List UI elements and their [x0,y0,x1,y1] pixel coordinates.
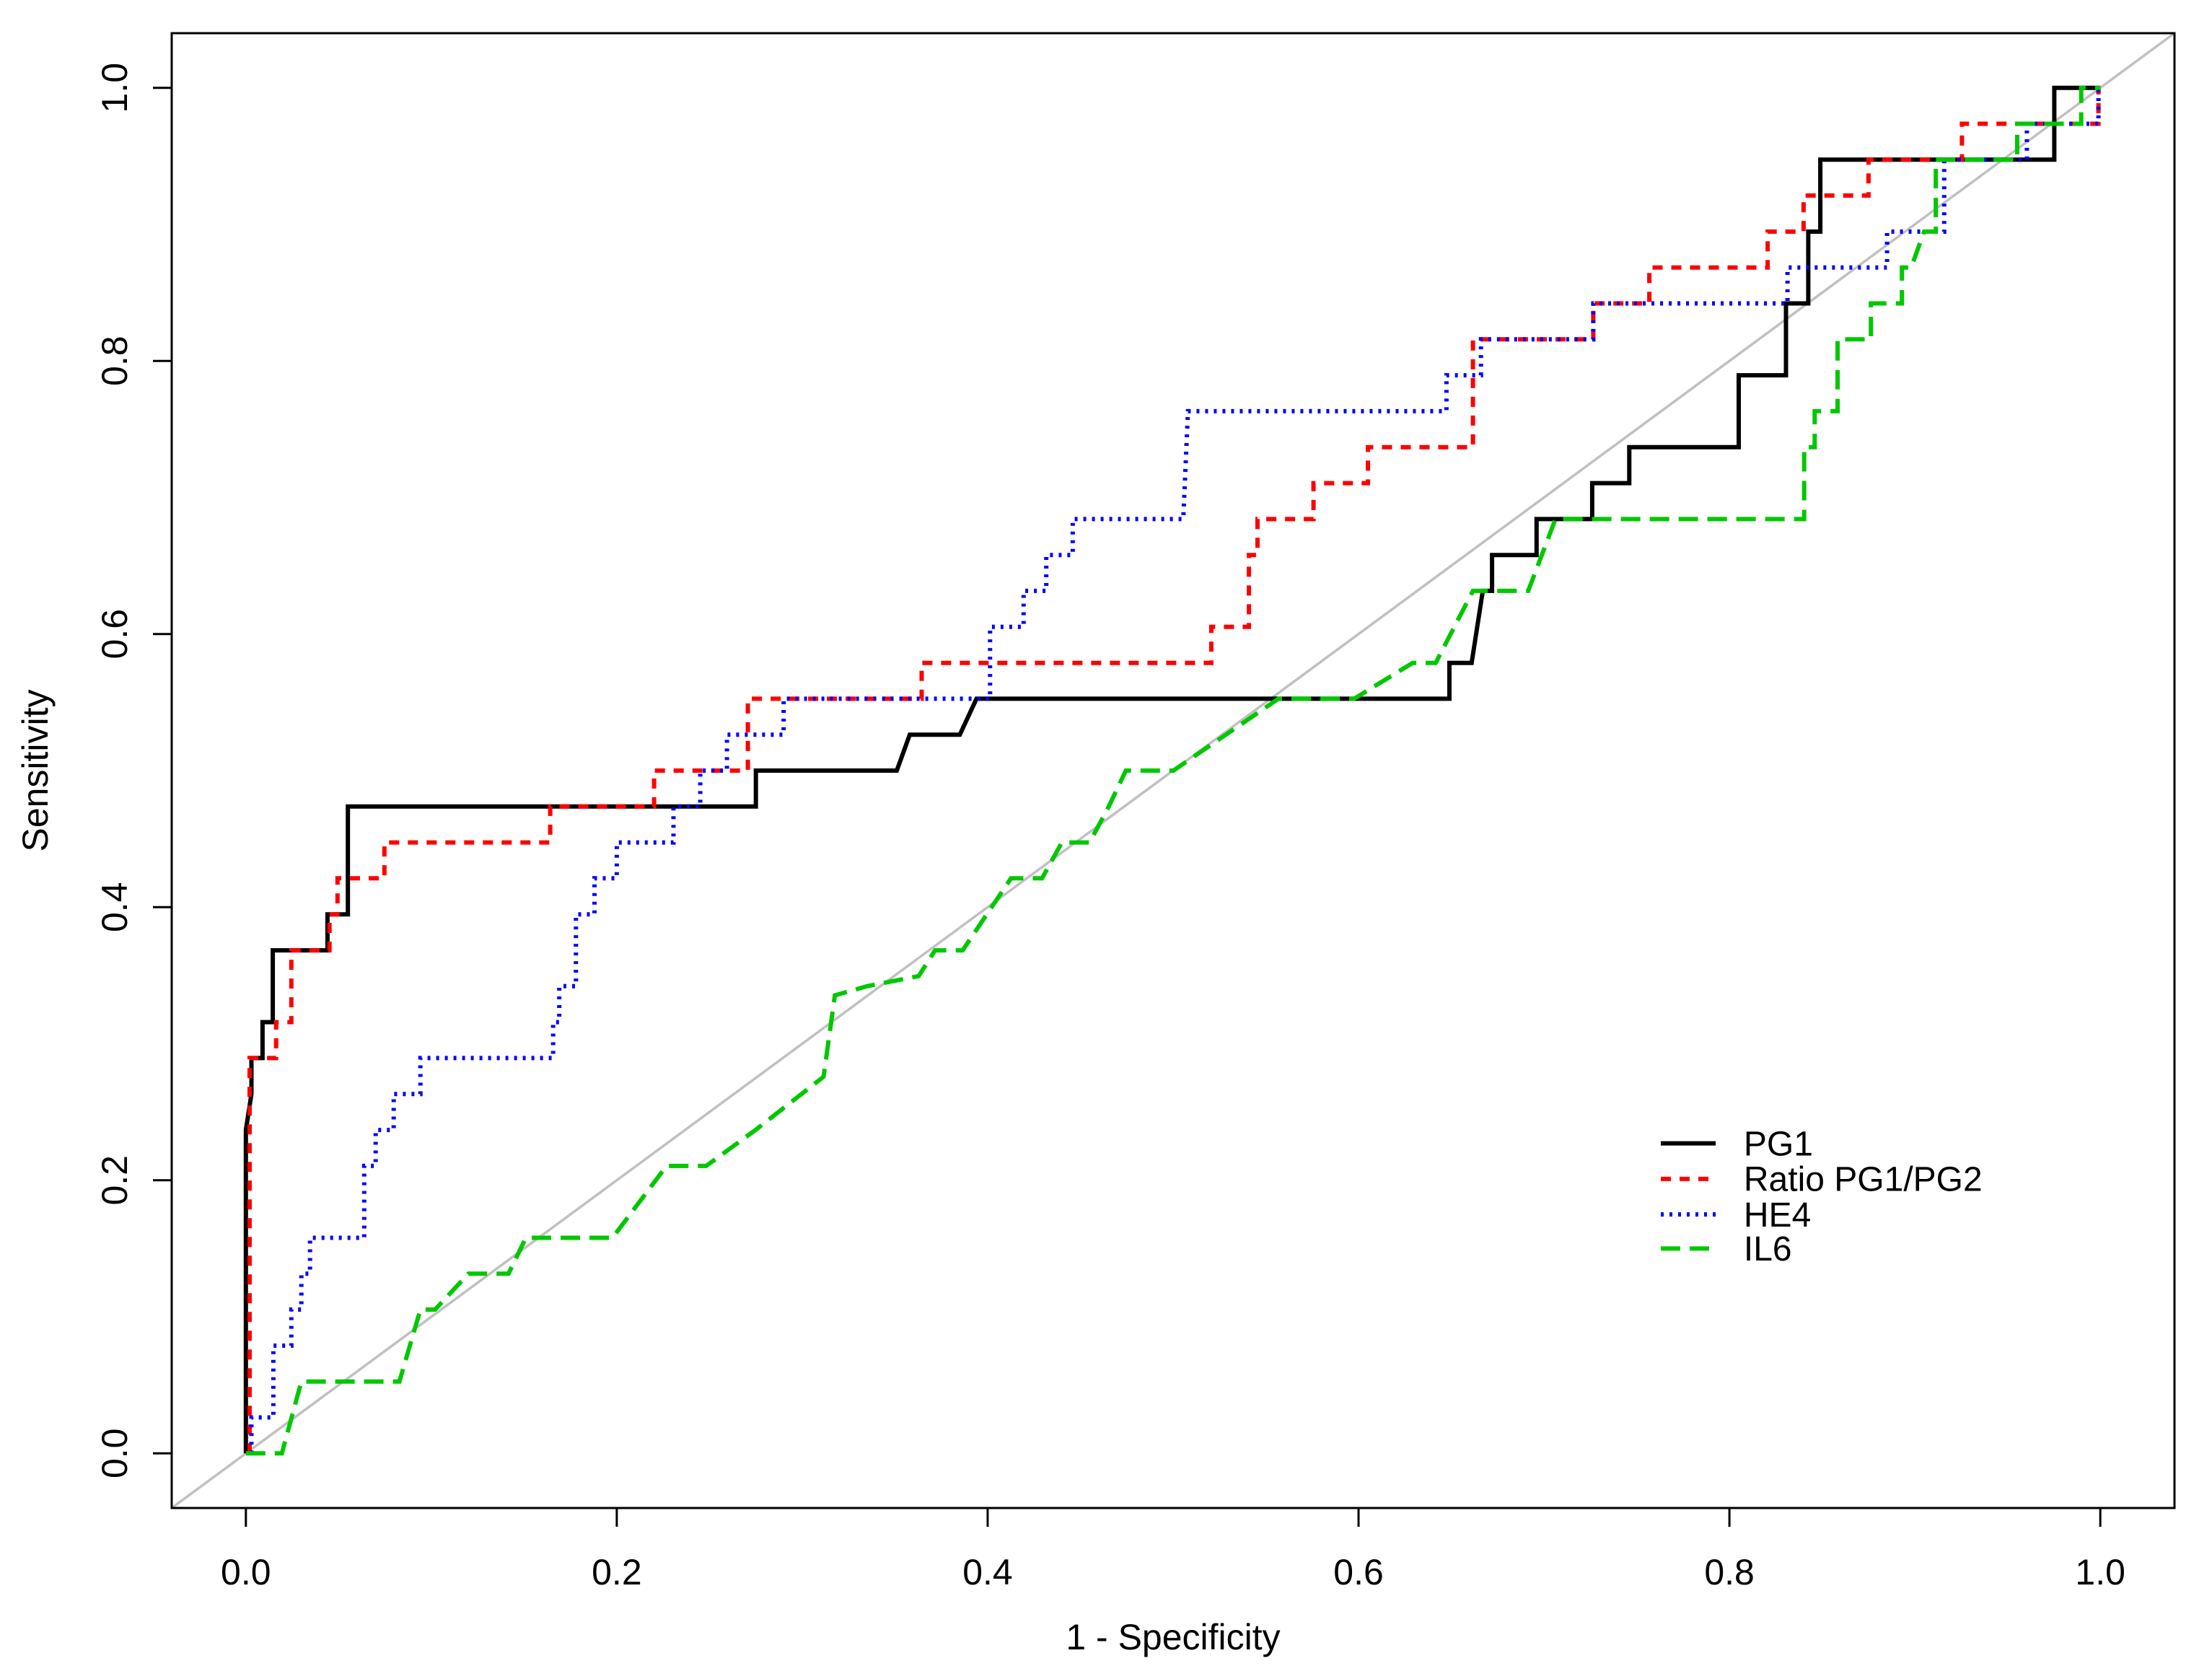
x-axis-title: 1 - Specificity [1066,1617,1280,1657]
legend-label-he4: HE4 [1744,1196,1811,1235]
legend-label-ratio-pg1-pg2: Ratio PG1/PG2 [1744,1161,1983,1199]
x-tick-label-0.4: 0.4 [962,1552,1013,1592]
roc-curve-pg1 [243,85,2101,1454]
y-tick-label-0.6: 0.6 [95,609,135,659]
legend-label-il6: IL6 [1744,1230,1792,1268]
x-tick-label-0.8: 0.8 [1704,1552,1755,1592]
y-tick-label-1.0: 1.0 [95,63,135,113]
y-tick-label-0.4: 0.4 [95,882,135,933]
axes-layer: 0.0 0.2 0.4 0.6 0.8 1.0 0.0 0.2 0.4 0.6 0.8 1.0 1 - … [15,63,2125,1657]
y-axis-title: Sensitivity [15,689,56,851]
x-tick-label-1.0: 1.0 [2075,1552,2125,1592]
x-tick-label-0.0: 0.0 [221,1552,271,1592]
y-tick-label-0.8: 0.8 [95,336,135,386]
legend-label-pg1: PG1 [1744,1125,1813,1163]
roc-curve-ratio-pg1-pg2 [247,85,2101,1454]
roc-curve-il6 [245,85,2101,1456]
roc-curve-he4 [249,85,2101,1454]
x-tick-label-0.6: 0.6 [1333,1552,1384,1592]
x-tick-label-0.2: 0.2 [592,1552,642,1592]
y-tick-label-0.0: 0.0 [95,1429,135,1479]
plot-box [170,32,2176,1509]
plot-box-layer [170,32,2176,1509]
y-tick-label-0.2: 0.2 [95,1155,135,1206]
curves-layer [243,85,2101,1456]
